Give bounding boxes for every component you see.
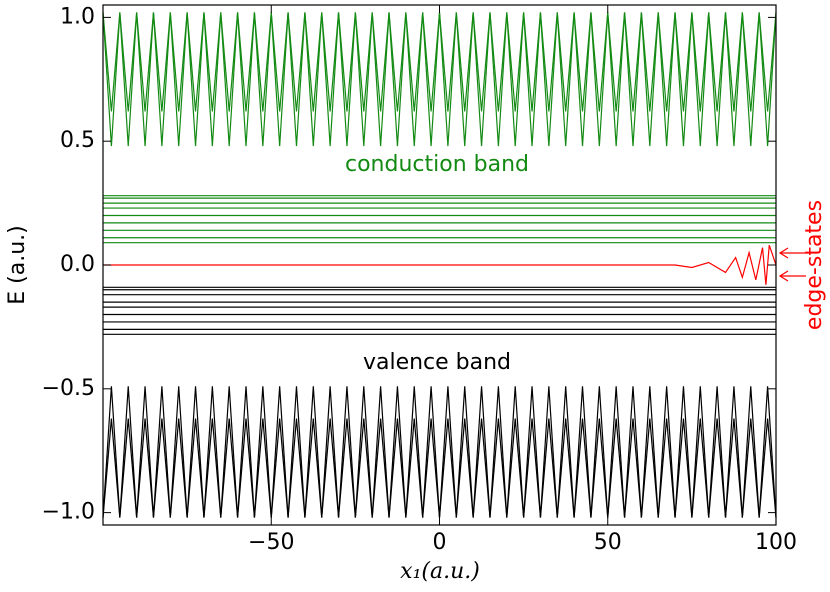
y-tick-label: 0.0 bbox=[60, 252, 95, 277]
y-tick-label: −0.5 bbox=[42, 376, 95, 401]
series-line bbox=[103, 244, 777, 285]
series-line bbox=[102, 418, 777, 518]
edge-arrows bbox=[778, 247, 806, 282]
y-axis-label: E (a.u.) bbox=[5, 225, 30, 304]
annotation: valence band bbox=[363, 350, 511, 375]
annotation: edge-states bbox=[802, 200, 827, 330]
x-tick-label: 100 bbox=[755, 530, 797, 555]
series-line bbox=[102, 386, 777, 518]
series-line bbox=[102, 12, 777, 112]
y-tick-label: 0.5 bbox=[60, 128, 95, 153]
x-tick-label: −50 bbox=[248, 530, 294, 555]
series-line bbox=[102, 12, 777, 147]
annotation: conduction band bbox=[345, 152, 529, 177]
x-axis-label: x₁(a.u.) bbox=[400, 559, 480, 584]
x-tick-label: 50 bbox=[594, 530, 622, 555]
y-tick-label: 1.0 bbox=[60, 4, 95, 29]
x-tick-label: 0 bbox=[433, 530, 447, 555]
y-tick-label: −1.0 bbox=[42, 500, 95, 525]
